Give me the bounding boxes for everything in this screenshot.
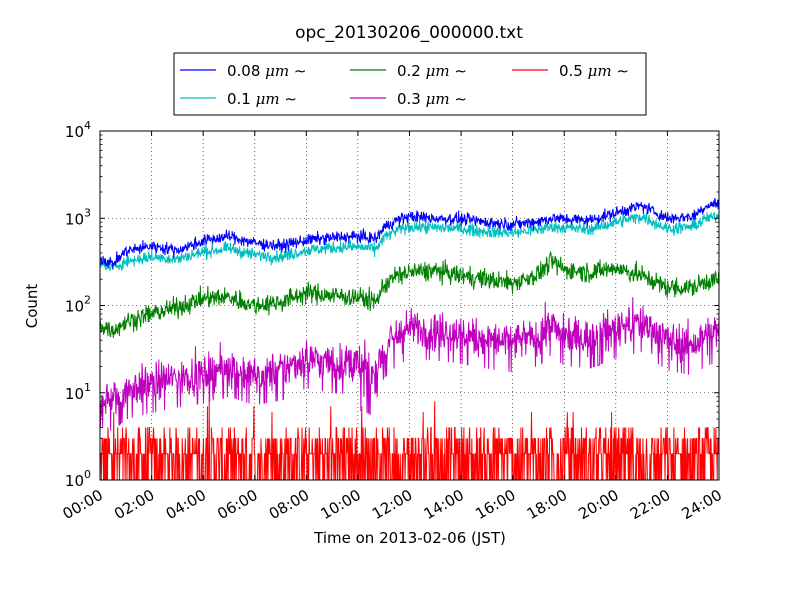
legend-label: 0.1 μm ∼ bbox=[227, 90, 297, 108]
legend-item: 0.2 μm ∼ bbox=[350, 62, 467, 80]
legend-item: 0.5 μm ∼ bbox=[512, 62, 629, 80]
x-tick-label: 16:00 bbox=[472, 486, 518, 523]
y-axis-label: Count bbox=[23, 284, 41, 329]
x-tick-label: 14:00 bbox=[421, 486, 467, 523]
x-tick-label: 10:00 bbox=[317, 486, 363, 523]
chart-title: opc_20130206_000000.txt bbox=[295, 23, 523, 43]
x-tick-label: 18:00 bbox=[524, 486, 570, 523]
legend-item: 0.1 μm ∼ bbox=[180, 90, 297, 108]
legend: 0.08 μm ∼ 0.1 μm ∼ 0.2 μm ∼ 0.3 μm ∼ 0.5 μm … bbox=[173, 52, 647, 116]
x-tick-label: 20:00 bbox=[575, 486, 621, 523]
legend-label: 0.5 μm ∼ bbox=[559, 62, 629, 80]
x-axis-label: Time on 2013-02-06 (JST) bbox=[313, 529, 506, 547]
axis-ticks bbox=[99, 130, 720, 481]
y-tick-label: 100 bbox=[65, 468, 91, 490]
x-tick-label: 22:00 bbox=[627, 486, 673, 523]
x-tick-label: 06:00 bbox=[214, 486, 260, 523]
x-tick-label: 08:00 bbox=[266, 486, 312, 523]
legend-item: 0.3 μm ∼ bbox=[350, 90, 467, 108]
legend-label: 0.2 μm ∼ bbox=[397, 62, 467, 80]
y-tick-labels: 100 101 102 103 104 bbox=[65, 119, 91, 490]
series-line-3 bbox=[100, 297, 719, 431]
legend-item: 0.08 μm ∼ bbox=[180, 62, 307, 80]
series-line-1 bbox=[100, 211, 719, 271]
series-line-0 bbox=[100, 198, 719, 270]
y-tick-label: 104 bbox=[65, 119, 91, 141]
x-tick-label: 24:00 bbox=[679, 486, 725, 523]
legend-label: 0.08 μm ∼ bbox=[227, 62, 307, 80]
x-tick-label: 04:00 bbox=[163, 486, 209, 523]
x-tick-label: 12:00 bbox=[369, 486, 415, 523]
legend-box bbox=[173, 52, 647, 116]
y-tick-label: 103 bbox=[65, 206, 91, 228]
x-tick-label: 00:00 bbox=[60, 486, 106, 523]
y-tick-label: 101 bbox=[65, 381, 91, 403]
series-line-4 bbox=[100, 401, 719, 480]
legend-label: 0.3 μm ∼ bbox=[397, 90, 467, 108]
series-lines bbox=[100, 198, 719, 480]
y-tick-label: 102 bbox=[65, 294, 91, 316]
series-line-2 bbox=[100, 251, 719, 339]
x-tick-label: 02:00 bbox=[111, 486, 157, 523]
x-tick-labels: 00:00 02:00 04:00 06:00 08:00 10:00 12:00 14:00… bbox=[60, 486, 725, 523]
